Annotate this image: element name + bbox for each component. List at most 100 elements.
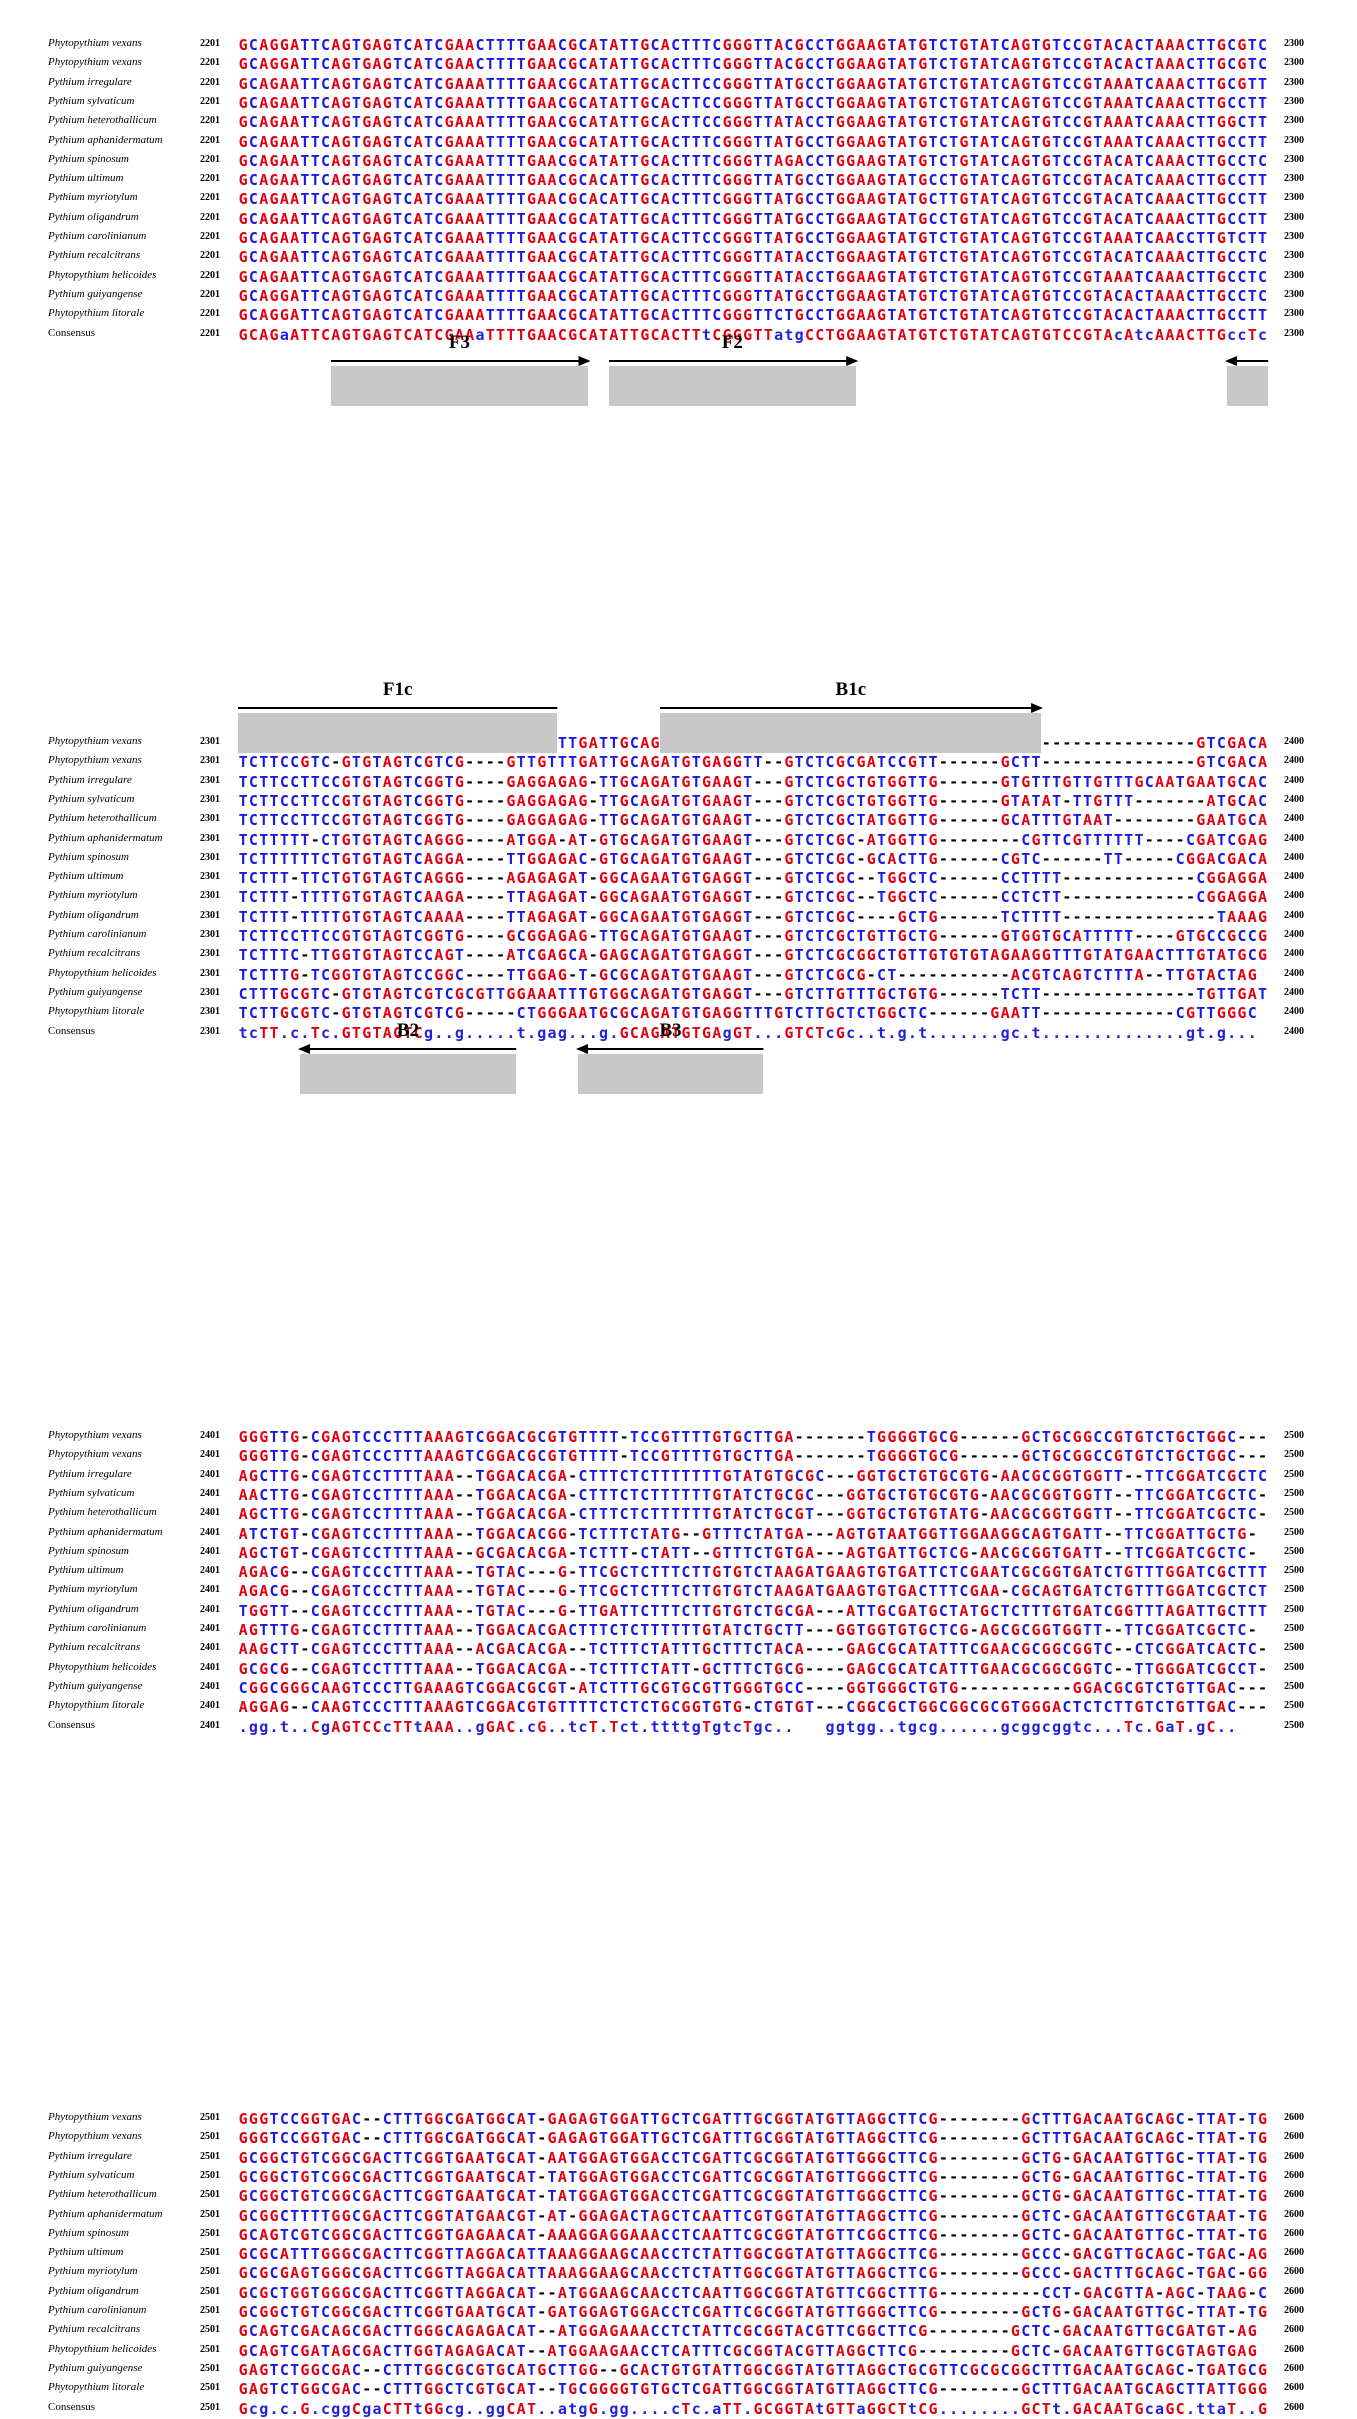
start-position: 2301 <box>200 813 220 825</box>
end-position: 2600 <box>1284 2305 1304 2316</box>
sequence-row: Phytopythium litorale 2201 G C A G G A T T C A G T G A G… <box>0 306 1357 325</box>
species-name: Pythium oligandrum <box>48 2284 139 2297</box>
start-position: 2201 <box>200 134 220 146</box>
species-name: Pythium heterothallicum <box>48 114 157 127</box>
species-name: Consensus <box>48 1718 96 1731</box>
species-name: Pythium guiyangense <box>48 985 143 998</box>
sequence-row: Pythium sylvaticum 2401 A A C T T G - C G A G T C C T T T T… <box>0 1486 1357 1505</box>
end-position: 2300 <box>1284 327 1304 339</box>
sequence-row: Pythium myriotylum 2301 T C T T T - T T T T G T G T A G T C… <box>0 888 1357 907</box>
end-position: 2400 <box>1284 774 1304 786</box>
sequence-row: Pythium heterothallicum 2301 T C T T C C T T C C G T G… <box>0 811 1357 830</box>
start-position: 2401 <box>200 1642 220 1654</box>
primer-arrow <box>330 356 591 366</box>
start-position: 2201 <box>200 76 220 88</box>
end-position: 2500 <box>1284 1487 1304 1499</box>
start-position: 2501 <box>200 2189 220 2201</box>
start-position: 2501 <box>200 2112 220 2123</box>
species-name: Pythium myriotylum <box>48 2265 138 2278</box>
sequence-row: Pythium ultimum 2201 G C A G A A T T C A G T G A G T C A T C G… <box>0 171 1357 190</box>
start-position: 2301 <box>200 832 220 844</box>
species-name: Phytopythium vexans <box>48 754 142 767</box>
sequence-row: Pythium sylvaticum 2201 G C A G A A T T C A G T G A G T C A… <box>0 94 1357 113</box>
end-position: 2600 <box>1284 2189 1304 2201</box>
sequence-row: Pythium recalcitrans 2201 G C A G A A T T C A G T G A G T… <box>0 248 1357 267</box>
start-position: 2501 <box>200 2208 220 2220</box>
sequence-row: Phytopythium litorale 2501 G A G T C T G G C G A C - - C… <box>0 2380 1357 2399</box>
sequence-row: Pythium oligandrum 2201 G C A G A A T T C A G T G A G T C A… <box>0 210 1357 229</box>
species-name: Pythium aphanidermatum <box>48 133 163 146</box>
end-position: 2600 <box>1284 2247 1304 2259</box>
sequence-row: Pythium guiyangense 2201 G C A G G A T T C A G T G A G T C… <box>0 287 1357 306</box>
sequence-row: Pythium irregulare 2401 A G C T T G - C G A G T C C T T T T… <box>0 1467 1357 1486</box>
start-position: 2401 <box>200 1430 220 1441</box>
sequence-row: Pythium spinosum 2401 A G C T G T - C G A G T C C T T T T A A… <box>0 1544 1357 1563</box>
species-name: Pythium heterothallicum <box>48 1506 157 1519</box>
sequence-row: Pythium heterothallicum 2401 A G C T T G - C G A G T C… <box>0 1505 1357 1524</box>
start-position: 2401 <box>200 1719 220 1731</box>
sequence-row: Phytopythium litorale 2401 A G G A G - - C A A G T C C C… <box>0 1698 1357 1717</box>
sequence-row: Pythium irregulare 2301 T C T T C C T T C C G T G T A G T C… <box>0 773 1357 792</box>
sequence-row: Phytopythium vexans 2501 G G G T C C G G T G A C - - C T T… <box>0 2110 1357 2129</box>
species-name: Pythium recalcitrans <box>48 2323 141 2336</box>
start-position: 2301 <box>200 774 220 786</box>
primer-label: F3 <box>448 332 470 353</box>
end-position: 2500 <box>1284 1719 1304 1731</box>
end-position: 2500 <box>1284 1565 1304 1577</box>
end-position: 2600 <box>1284 2285 1304 2297</box>
start-position: 2501 <box>200 2266 220 2278</box>
end-position: 2400 <box>1284 929 1304 940</box>
start-position: 2201 <box>200 211 220 223</box>
species-name: Pythium guiyangense <box>48 287 143 300</box>
start-position: 2401 <box>200 1545 220 1557</box>
end-position: 2500 <box>1284 1623 1304 1634</box>
start-position: 2201 <box>200 269 220 281</box>
species-name: Pythium sylvaticum <box>48 792 135 805</box>
species-name: Pythium irregulare <box>48 75 132 88</box>
alignment-block: Phytopythium vexans 2501 G G G T C C G G T G A C - - C T T… <box>0 1055 1357 2418</box>
end-position: 2400 <box>1284 948 1304 960</box>
sequence-row: Phytopythium helicoides 2501 G C A G T C G A T A G C G… <box>0 2342 1357 2361</box>
sequence-row: Phytopythium litorale 2301 T C T T G C G T C - G T G T A… <box>0 1004 1357 1023</box>
sequence-row: Pythium myriotylum 2501 G C G C G A G T G G G C G A C T T C… <box>0 2264 1357 2283</box>
species-name: Pythium guiyangense <box>48 1679 143 1692</box>
end-position: 2600 <box>1284 2150 1304 2162</box>
species-name: Consensus <box>48 1024 96 1037</box>
species-name: Phytopythium vexans <box>48 1429 142 1441</box>
start-position: 2301 <box>200 755 220 767</box>
start-position: 2201 <box>200 250 220 262</box>
end-position: 2300 <box>1284 269 1304 281</box>
start-position: 2501 <box>200 2227 220 2239</box>
start-position: 2401 <box>200 1584 220 1596</box>
primer-arrow <box>1224 356 1268 366</box>
end-position: 2300 <box>1284 211 1304 223</box>
sequence-row: Pythium heterothallicum 2201 G C A G A A T T C A G T G… <box>0 113 1357 132</box>
end-position: 2400 <box>1284 967 1304 979</box>
primer-label: F2 <box>721 332 743 353</box>
sequence-row: Pythium aphanidermatum 2301 T C T T T T T - C T G T G T… <box>0 831 1357 850</box>
species-name: Phytopythium vexans <box>48 1448 142 1461</box>
